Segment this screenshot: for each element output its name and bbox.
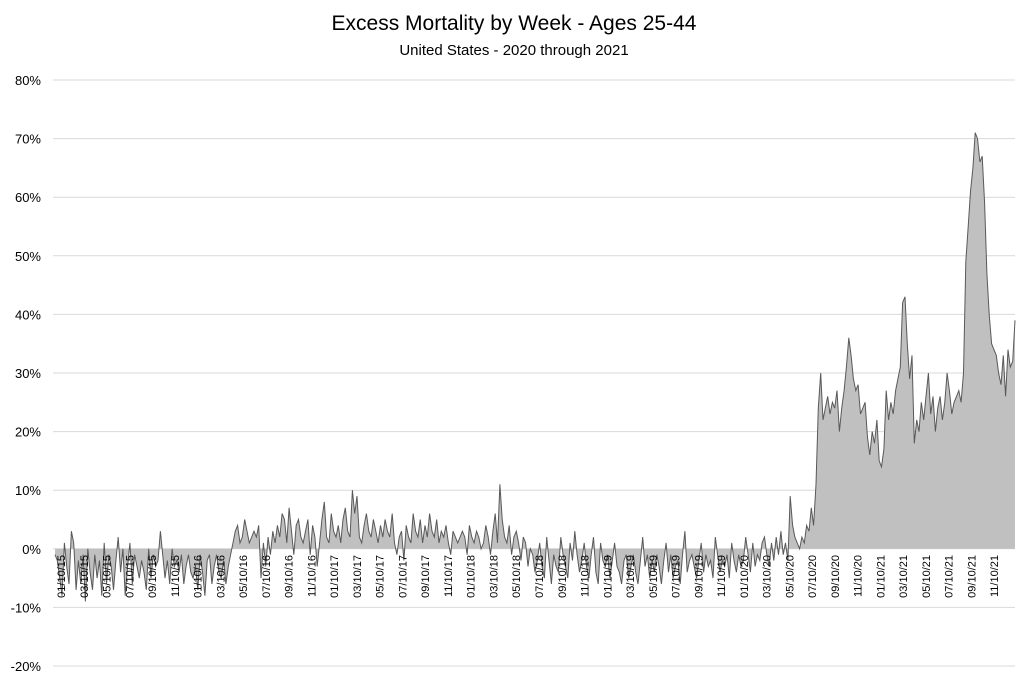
x-tick-label: 05/10/18 bbox=[511, 555, 523, 598]
x-tick-label: 01/10/20 bbox=[739, 555, 751, 598]
y-tick-label: 0% bbox=[22, 542, 41, 557]
x-tick-label: 07/10/20 bbox=[807, 555, 819, 598]
x-tick-label: 01/10/16 bbox=[193, 555, 205, 598]
x-tick-label: 11/10/19 bbox=[716, 555, 728, 597]
y-tick-label: 30% bbox=[15, 366, 41, 381]
y-tick-label: 60% bbox=[15, 190, 41, 205]
x-tick-label: 07/10/18 bbox=[534, 555, 546, 598]
x-tick-label: 03/10/17 bbox=[352, 555, 364, 598]
excess-mortality-area bbox=[55, 132, 1015, 602]
x-tick-label: 01/10/19 bbox=[602, 555, 614, 598]
x-tick-label: 09/10/20 bbox=[830, 555, 842, 598]
y-tick-label: 80% bbox=[15, 73, 41, 88]
x-tick-label: 09/10/18 bbox=[557, 555, 569, 598]
x-tick-label: 03/10/15 bbox=[79, 555, 91, 598]
x-tick-label: 03/10/21 bbox=[898, 555, 910, 598]
x-tick-label: 09/10/19 bbox=[693, 555, 705, 598]
x-tick-label: 11/10/18 bbox=[580, 555, 592, 597]
x-tick-label: 09/10/16 bbox=[284, 555, 296, 598]
x-tick-label: 11/10/15 bbox=[170, 555, 182, 597]
x-tick-label: 11/10/17 bbox=[443, 555, 455, 597]
x-tick-label: 11/10/20 bbox=[853, 555, 865, 597]
x-tick-label: 09/10/17 bbox=[420, 555, 432, 598]
x-tick-label: 09/10/15 bbox=[147, 555, 159, 598]
x-tick-label: 05/10/16 bbox=[238, 555, 250, 598]
x-tick-label: 05/10/19 bbox=[648, 555, 660, 598]
x-tick-label: 03/10/19 bbox=[625, 555, 637, 598]
chart-subtitle: United States - 2020 through 2021 bbox=[399, 42, 629, 59]
x-tick-label: 05/10/21 bbox=[921, 555, 933, 598]
y-tick-label: 70% bbox=[15, 132, 41, 147]
chart-title: Excess Mortality by Week - Ages 25-44 bbox=[331, 12, 697, 35]
x-tick-label: 01/10/21 bbox=[875, 555, 887, 598]
x-tick-label: 07/10/16 bbox=[261, 555, 273, 598]
x-tick-label: 01/10/17 bbox=[329, 555, 341, 598]
y-tick-label: 50% bbox=[15, 249, 41, 264]
x-tick-label: 11/10/21 bbox=[989, 555, 1001, 597]
x-tick-label: 07/10/15 bbox=[124, 555, 136, 598]
x-tick-label: 03/10/18 bbox=[489, 555, 501, 598]
x-axis-tick-labels: 01/10/15 03/10/15 05/10/15 07/10/15 09/10/15… bbox=[56, 555, 1001, 598]
x-tick-label: 05/10/20 bbox=[784, 555, 796, 598]
x-tick-label: 03/10/16 bbox=[215, 555, 227, 598]
excess-mortality-line bbox=[54, 132, 1016, 602]
y-tick-label: 20% bbox=[15, 425, 41, 440]
y-tick-label: 10% bbox=[15, 483, 41, 498]
x-tick-label: 05/10/17 bbox=[375, 555, 387, 598]
x-tick-label: 11/10/16 bbox=[306, 555, 318, 597]
x-tick-label: 01/10/15 bbox=[56, 555, 68, 598]
x-tick-label: 09/10/21 bbox=[967, 555, 979, 598]
x-tick-label: 01/10/18 bbox=[466, 555, 478, 598]
x-tick-label: 07/10/19 bbox=[671, 555, 683, 598]
x-tick-label: 03/10/20 bbox=[762, 555, 774, 598]
series-layer bbox=[54, 132, 1016, 602]
x-tick-label: 07/10/21 bbox=[944, 555, 956, 598]
y-axis-tick-labels: 80% 70% 60% 50% 40% 30% 20% 10% 0% -10% -20% bbox=[11, 73, 42, 674]
x-tick-label: 05/10/15 bbox=[102, 555, 114, 598]
x-tick-label: 07/10/17 bbox=[397, 555, 409, 598]
y-tick-label: 40% bbox=[15, 307, 41, 322]
y-tick-label: -10% bbox=[11, 600, 42, 615]
y-tick-label: -20% bbox=[11, 659, 42, 674]
